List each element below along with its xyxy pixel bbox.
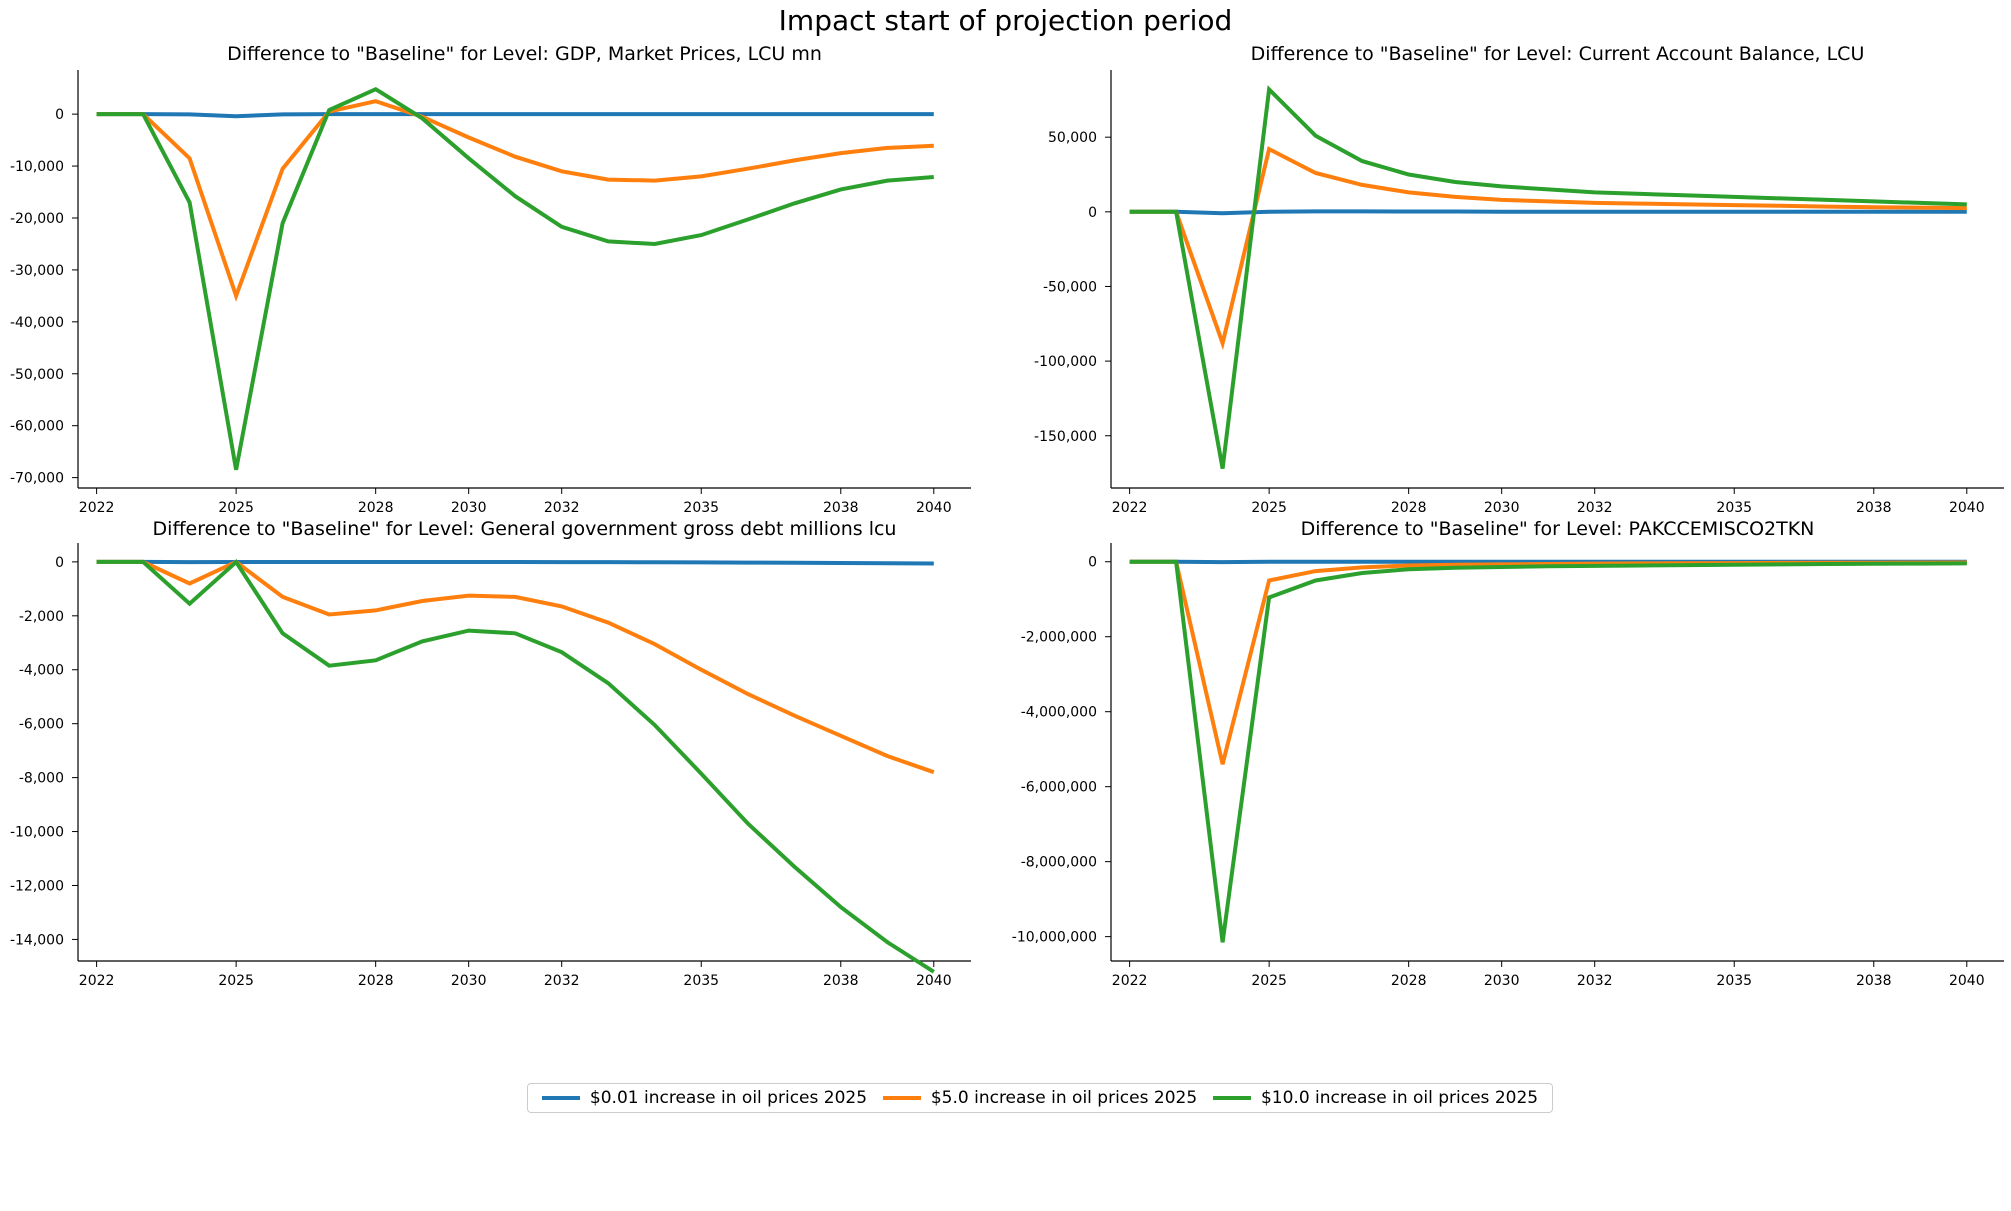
y-tick-label: -6,000	[19, 717, 64, 733]
x-tick-label: 2028	[1391, 500, 1427, 516]
y-tick-label: -60,000	[10, 419, 64, 435]
y-tick-label: 50,000	[1048, 130, 1097, 146]
chart-panel-0: 0 -10,000 -20,000 -30,000 -40,000 -50,000 -60,…	[10, 70, 971, 516]
legend: $0.01 increase in oil prices 2025 $5.0 i…	[527, 1083, 1553, 1113]
x-tick-label: 2035	[683, 500, 719, 516]
y-tick-label: -12,000	[10, 878, 64, 894]
x-tick-label: 2030	[451, 973, 487, 989]
x-tick-label: 2040	[916, 973, 952, 989]
x-tick-label: 2030	[451, 500, 487, 516]
y-tick-label: -8,000	[19, 771, 64, 787]
series-line-1	[96, 559, 935, 775]
panel-title-current-account: Difference to "Baseline" for Level: Curr…	[1250, 43, 1865, 65]
x-tick-label: 2028	[358, 973, 394, 989]
x-tick-label: 2038	[1856, 500, 1892, 516]
x-tick-label: 2040	[1949, 973, 1985, 989]
x-tick-label: 2030	[1484, 500, 1520, 516]
y-tick-label: -2,000	[19, 609, 64, 625]
y-tick-label: -10,000,000	[1012, 930, 1097, 946]
legend-label: $10.0 increase in oil prices 2025	[1260, 1088, 1539, 1108]
y-tick-label: 0	[55, 107, 64, 123]
legend-item: $0.01 increase in oil prices 2025	[541, 1088, 868, 1108]
x-tick-label: 2022	[1112, 500, 1148, 516]
series-line-0	[96, 112, 934, 119]
panel-title-co2: Difference to "Baseline" for Level: PAKC…	[1300, 518, 1815, 540]
y-tick-label: -6,000,000	[1021, 780, 1097, 796]
y-tick-label: -14,000	[10, 932, 64, 948]
x-tick-label: 2040	[1949, 500, 1985, 516]
x-tick-label: 2025	[218, 500, 254, 516]
legend-label: $5.0 increase in oil prices 2025	[930, 1088, 1198, 1108]
y-tick-label: -70,000	[10, 471, 64, 487]
x-tick-label: 2038	[823, 500, 859, 516]
legend-item: $10.0 increase in oil prices 2025	[1212, 1088, 1539, 1108]
panel-title-gov-debt: Difference to "Baseline" for Level: Gene…	[152, 518, 897, 540]
series-line-1	[96, 99, 934, 302]
x-tick-label: 2032	[544, 500, 580, 516]
series-line-0	[1129, 209, 1967, 216]
x-tick-label: 2028	[358, 500, 394, 516]
series-line-2	[1129, 85, 1967, 469]
series-line-0	[96, 559, 934, 566]
y-tick-label: -50,000	[10, 367, 64, 383]
x-tick-label: 2038	[823, 973, 859, 989]
y-tick-label: -4,000	[19, 663, 64, 679]
y-tick-label: -10,000	[10, 159, 64, 175]
y-tick-label: -150,000	[1034, 429, 1097, 445]
y-tick-label: -30,000	[10, 263, 64, 279]
x-tick-label: 2025	[218, 973, 254, 989]
figure-title: Impact start of projection period	[778, 4, 1233, 37]
x-tick-label: 2030	[1484, 973, 1520, 989]
x-tick-label: 2032	[1577, 500, 1613, 516]
x-tick-label: 2035	[1716, 973, 1752, 989]
legend-swatch-blue	[541, 1096, 580, 1100]
y-tick-label: 0	[55, 555, 64, 571]
x-tick-label: 2022	[79, 500, 115, 516]
x-tick-label: 2028	[1391, 973, 1427, 989]
chart-panel-3: 0 -2,000,000 -4,000,000 -6,000,000 -8,000,00…	[1012, 543, 2004, 989]
legend-label: $0.01 increase in oil prices 2025	[589, 1088, 868, 1108]
series-line-2	[96, 558, 935, 974]
y-tick-label: -2,000,000	[1021, 630, 1097, 646]
series-line-2	[96, 86, 934, 471]
x-tick-label: 2025	[1251, 973, 1287, 989]
legend-swatch-green	[1212, 1096, 1251, 1100]
legend-swatch-orange	[882, 1096, 921, 1100]
x-tick-label: 2040	[916, 500, 952, 516]
x-tick-label: 2022	[1112, 973, 1148, 989]
y-tick-label: -4,000,000	[1021, 705, 1097, 721]
y-tick-label: -20,000	[10, 211, 64, 227]
y-tick-label: -50,000	[1043, 279, 1097, 295]
y-tick-label: -40,000	[10, 315, 64, 331]
x-tick-label: 2032	[544, 973, 580, 989]
x-tick-label: 2032	[1577, 973, 1613, 989]
chart-panel-2: 0 -2,000 -4,000 -6,000 -8,000 -10,000 -12,000 -…	[10, 543, 971, 989]
y-tick-label: 0	[1088, 205, 1097, 221]
y-tick-label: -100,000	[1034, 354, 1097, 370]
y-tick-label: -8,000,000	[1021, 855, 1097, 871]
legend-item: $5.0 increase in oil prices 2025	[882, 1088, 1198, 1108]
series-line-1	[1129, 559, 1967, 765]
y-tick-label: 0	[1088, 555, 1097, 571]
series-line-1	[1129, 146, 1967, 351]
chart-panel-1: 50,000 0 -50,000 -100,000 -150,000 2022 2025 20…	[1034, 70, 2004, 516]
x-tick-label: 2025	[1251, 500, 1287, 516]
x-tick-label: 2022	[79, 973, 115, 989]
series-line-2	[1129, 559, 1967, 943]
x-tick-label: 2038	[1856, 973, 1892, 989]
x-tick-label: 2035	[683, 973, 719, 989]
panel-title-gdp: Difference to "Baseline" for Level: GDP,…	[227, 43, 822, 65]
y-tick-label: -10,000	[10, 825, 64, 841]
x-tick-label: 2035	[1716, 500, 1752, 516]
